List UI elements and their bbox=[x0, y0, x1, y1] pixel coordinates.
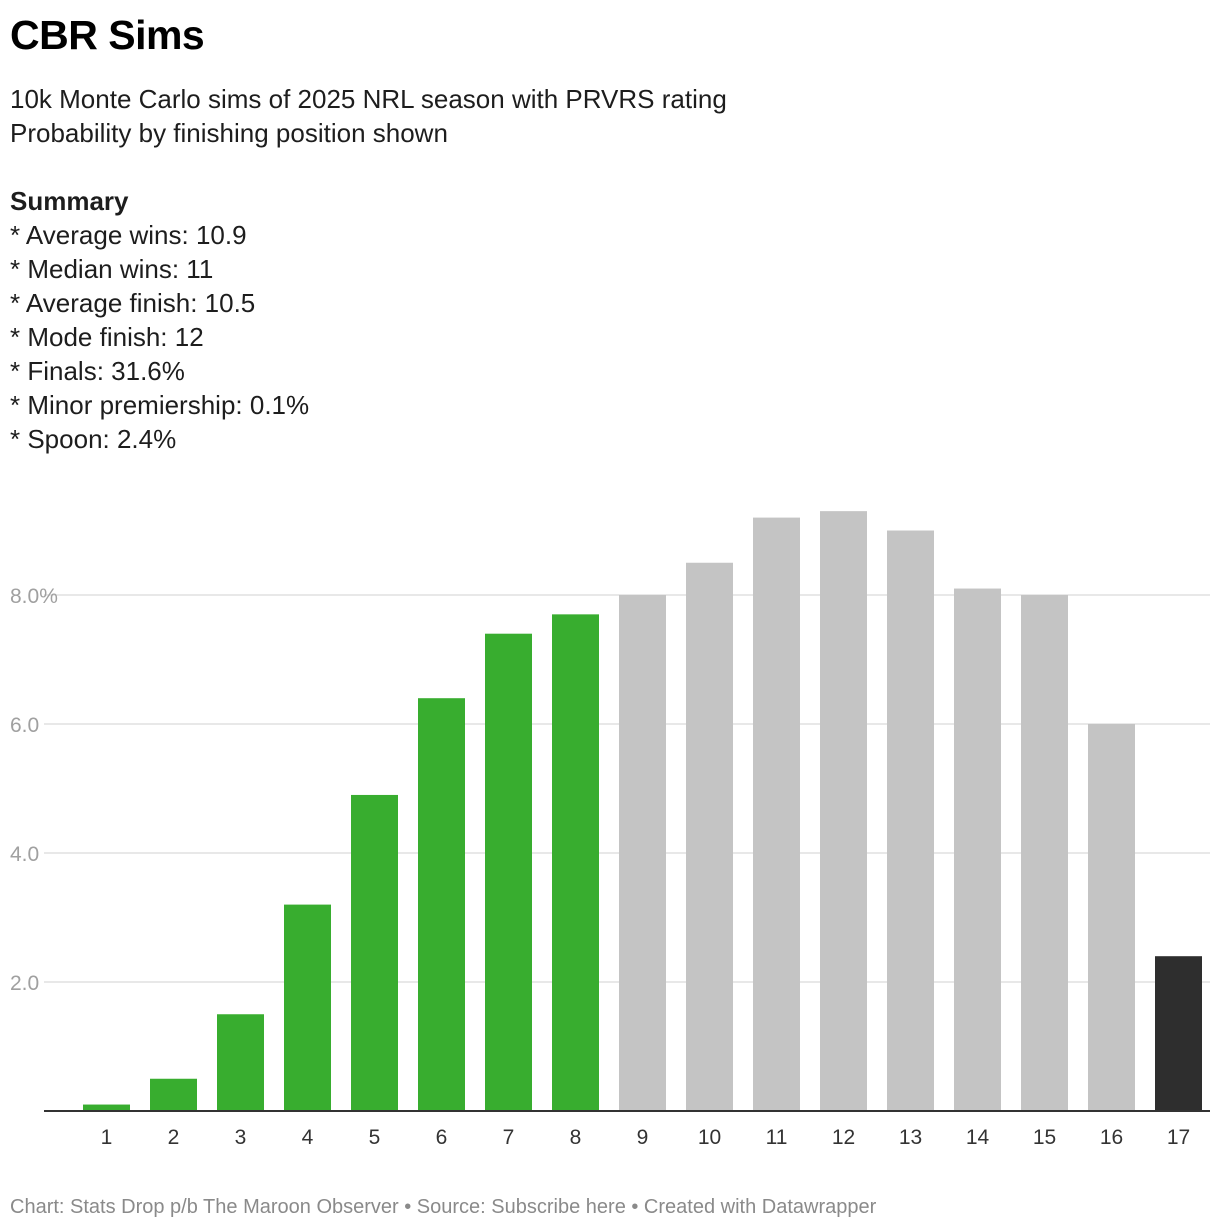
summary-line: * Mode finish: 12 bbox=[10, 322, 204, 352]
x-tick-label: 12 bbox=[832, 1126, 855, 1149]
chart-footer: Chart: Stats Drop p/b The Maroon Observe… bbox=[10, 1196, 877, 1218]
x-tick-label: 4 bbox=[302, 1126, 314, 1149]
x-tick-label: 6 bbox=[436, 1126, 448, 1149]
subtitle-line: 10k Monte Carlo sims of 2025 NRL season … bbox=[10, 84, 727, 114]
x-tick-label: 14 bbox=[966, 1126, 990, 1149]
x-tick-label: 10 bbox=[698, 1126, 721, 1149]
y-tick-label: 8.0% bbox=[10, 585, 58, 608]
x-tick-label: 3 bbox=[235, 1126, 247, 1149]
chart-subtitle: 10k Monte Carlo sims of 2025 NRL season … bbox=[10, 82, 727, 150]
bar-position-17 bbox=[1155, 956, 1202, 1111]
summary-line: * Spoon: 2.4% bbox=[10, 424, 177, 454]
bar-position-11 bbox=[753, 517, 800, 1111]
x-tick-label: 5 bbox=[369, 1126, 381, 1149]
bar-position-16 bbox=[1088, 724, 1135, 1111]
x-tick-label: 1 bbox=[101, 1126, 113, 1149]
x-tick-label: 11 bbox=[766, 1126, 788, 1149]
x-tick-label: 2 bbox=[168, 1126, 180, 1149]
bar-position-1 bbox=[83, 1104, 130, 1111]
y-tick-label: 2.0 bbox=[10, 972, 39, 995]
bar-position-15 bbox=[1021, 595, 1068, 1111]
summary-line: * Average wins: 10.9 bbox=[10, 220, 247, 250]
bar-position-9 bbox=[619, 595, 666, 1111]
summary-heading: Summary bbox=[10, 186, 129, 216]
bar-position-10 bbox=[686, 562, 733, 1111]
x-tick-label: 16 bbox=[1100, 1126, 1123, 1149]
summary-line: * Median wins: 11 bbox=[10, 254, 214, 284]
bar-position-3 bbox=[217, 1014, 264, 1111]
x-tick-label: 7 bbox=[503, 1126, 515, 1149]
x-tick-label: 13 bbox=[899, 1126, 922, 1149]
x-tick-label: 9 bbox=[637, 1126, 649, 1149]
summary-block: Summary * Average wins: 10.9 * Median wi… bbox=[10, 184, 309, 456]
bar-position-5 bbox=[351, 794, 398, 1111]
y-tick-label: 4.0 bbox=[10, 843, 39, 866]
x-tick-label: 8 bbox=[570, 1126, 582, 1149]
summary-line: * Average finish: 10.5 bbox=[10, 288, 256, 318]
bar-position-4 bbox=[284, 904, 331, 1111]
bar-position-2 bbox=[150, 1078, 197, 1111]
bar-position-14 bbox=[954, 588, 1001, 1111]
x-tick-label: 15 bbox=[1033, 1126, 1056, 1149]
bar-position-8 bbox=[552, 614, 599, 1111]
bar-chart: 2.04.06.08.0%1 2 3 4 5 6 7 8 9 10 11 12 13 14 15 16 17 bbox=[10, 511, 1210, 1149]
summary-line: * Finals: 31.6% bbox=[10, 356, 185, 386]
summary-line: * Minor premiership: 0.1% bbox=[10, 390, 310, 420]
subtitle-line: Probability by finishing position shown bbox=[10, 118, 448, 148]
bar-position-6 bbox=[418, 698, 465, 1111]
bar-position-12 bbox=[820, 511, 867, 1111]
chart-title: CBR Sims bbox=[10, 12, 205, 58]
x-tick-label: 17 bbox=[1167, 1126, 1190, 1149]
bar-position-7 bbox=[485, 633, 532, 1111]
y-tick-label: 6.0 bbox=[10, 714, 39, 737]
bar-position-13 bbox=[887, 530, 934, 1111]
